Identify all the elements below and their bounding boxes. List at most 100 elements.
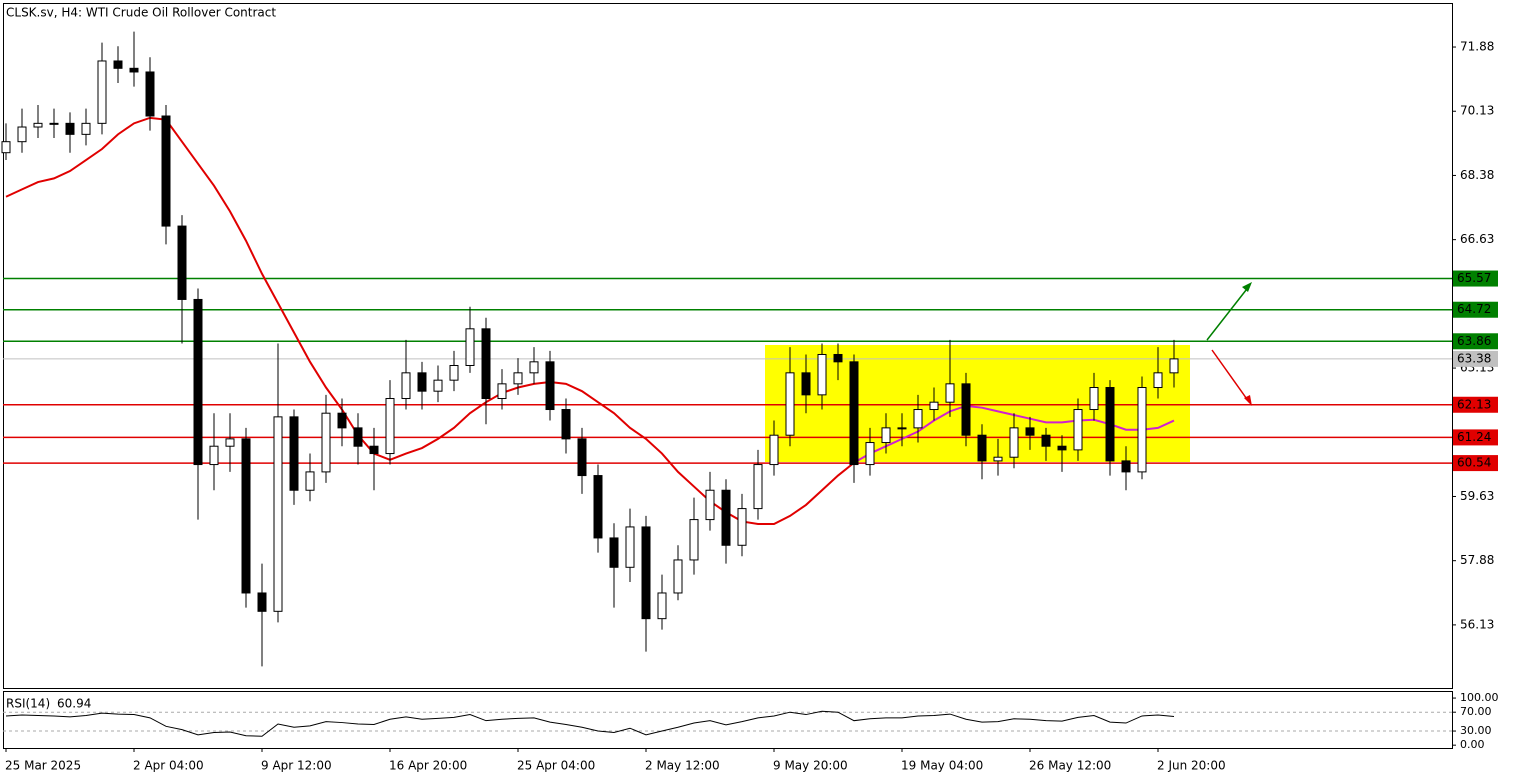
- level-label-bg: [1453, 396, 1498, 413]
- x-tick-label: 9 May 20:00: [773, 759, 848, 773]
- y-tick-label: 66.63: [1460, 232, 1494, 246]
- candle-body: [817, 353, 827, 396]
- candle-body: [769, 434, 779, 466]
- candle-body: [721, 489, 731, 546]
- candle-body: [257, 592, 267, 612]
- y-tick-label: 71.88: [1460, 40, 1494, 54]
- candle-body: [1153, 372, 1163, 389]
- candle-body: [49, 122, 59, 125]
- level-label: 63.86: [1457, 334, 1491, 348]
- candle-body: [401, 372, 411, 400]
- candle-body: [977, 434, 987, 462]
- candle-body: [161, 115, 171, 227]
- candle-body: [1137, 387, 1147, 473]
- level-label: 61.24: [1457, 430, 1491, 444]
- candle-body: [273, 416, 283, 612]
- rsi-tick-label: 70.00: [1460, 705, 1492, 718]
- down-arrow-head: [1244, 395, 1252, 406]
- candle-body: [753, 464, 763, 510]
- candle-body: [785, 372, 795, 436]
- candle-body: [321, 412, 331, 473]
- candle-body: [1121, 460, 1131, 473]
- candle-body: [529, 361, 539, 374]
- candle-body: [849, 361, 859, 466]
- candle-body: [417, 372, 427, 392]
- candle-body: [145, 71, 155, 117]
- level-label-bg: [1453, 455, 1498, 472]
- x-tick-label: 2 Apr 04:00: [133, 759, 204, 773]
- candle-body: [129, 67, 139, 73]
- down-arrow: [1211, 349, 1250, 403]
- candle-body: [705, 489, 715, 521]
- candle-body: [929, 401, 939, 411]
- candle-body: [993, 456, 1003, 462]
- up-arrow: [1206, 284, 1251, 341]
- rsi-label: RSI(14): [6, 697, 50, 711]
- x-tick-label: 25 Mar 2025: [5, 759, 81, 773]
- candle-body: [353, 427, 363, 447]
- candle-body: [241, 438, 251, 594]
- rsi-line: [5, 710, 1175, 737]
- rsi-tick-label: 0.00: [1460, 738, 1485, 751]
- candle-body: [593, 475, 603, 539]
- candle-body: [833, 353, 843, 363]
- candle-body: [97, 60, 107, 124]
- level-label: 64.72: [1457, 302, 1491, 316]
- candle-body: [33, 122, 43, 128]
- candle-body: [801, 372, 811, 396]
- candle-body: [561, 409, 571, 440]
- candle-body: [113, 60, 123, 69]
- rsi-tick-label: 100.00: [1460, 691, 1499, 704]
- candle-body: [1089, 387, 1099, 411]
- candle-body: [609, 537, 619, 568]
- plot: [1, 31, 1452, 737]
- candle-body: [17, 126, 27, 143]
- candle-body: [1169, 358, 1179, 374]
- candle-body: [449, 364, 459, 381]
- candle-body: [657, 592, 667, 620]
- candle-body: [737, 508, 747, 546]
- level-label: 62.13: [1457, 397, 1491, 411]
- level-label: 65.57: [1457, 271, 1491, 285]
- candle-body: [497, 383, 507, 400]
- candle-body: [81, 122, 91, 135]
- x-tick-label: 9 Apr 12:00: [261, 759, 332, 773]
- candle-body: [913, 409, 923, 429]
- candle-body: [369, 445, 379, 455]
- y-tick-label: 56.13: [1460, 617, 1494, 631]
- candle-body: [865, 442, 875, 466]
- x-tick-label: 26 May 12:00: [1029, 759, 1111, 773]
- x-tick-label: 16 Apr 20:00: [389, 759, 467, 773]
- level-label: 60.54: [1457, 456, 1491, 470]
- rsi-frame: [3, 691, 1453, 749]
- candle-body: [305, 471, 315, 491]
- candle-body: [337, 412, 347, 429]
- candle-body: [1105, 387, 1115, 462]
- candle-body: [193, 298, 203, 466]
- level-label-bg: [1453, 270, 1498, 287]
- last-price-bg: [1453, 350, 1498, 367]
- rsi-value: 60.94: [57, 697, 91, 711]
- x-tick-label: 19 May 04:00: [901, 759, 983, 773]
- candle-body: [961, 383, 971, 436]
- candle-body: [1009, 427, 1019, 458]
- candle-body: [1, 141, 11, 154]
- x-tick-label: 25 Apr 04:00: [517, 759, 595, 773]
- candle-body: [225, 438, 235, 447]
- level-label-bg: [1453, 333, 1498, 350]
- candle-body: [481, 328, 491, 400]
- candle-body: [545, 361, 555, 411]
- candle-body: [1073, 409, 1083, 451]
- candle-body: [65, 122, 75, 135]
- last-price-label: 63.38: [1457, 351, 1491, 365]
- candle-body: [897, 427, 907, 430]
- candle-body: [465, 328, 475, 366]
- candle-body: [385, 398, 395, 455]
- candle-body: [625, 526, 635, 568]
- rsi-tick-label: 30.00: [1460, 724, 1492, 737]
- candle-body: [209, 445, 219, 466]
- candle-body: [577, 438, 587, 477]
- y-tick-label: 57.88: [1460, 553, 1494, 567]
- chart-title: CLSK.sv, H4: WTI Crude Oil Rollover Cont…: [6, 6, 276, 20]
